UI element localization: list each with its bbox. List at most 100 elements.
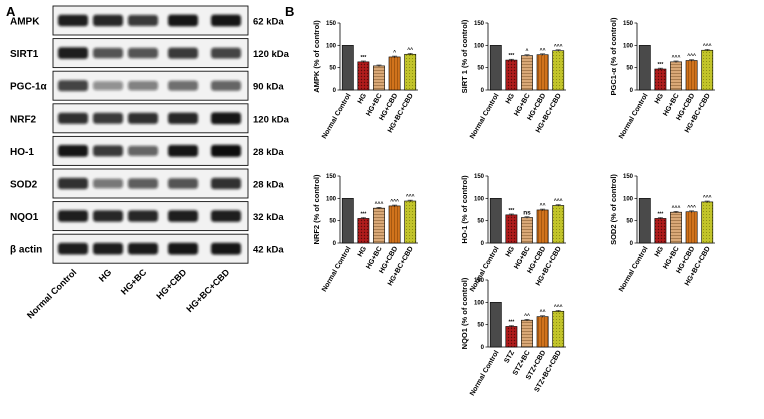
western-blot-panel: AMPK 62 kDa SIRT1 120 kDa PGC-1α 90 kDa NRF2 12…: [10, 5, 290, 264]
blot-band: [58, 112, 88, 124]
chart-nqo1: 0 50 100 150 NQO1 (% of control)Normal Contr…: [460, 277, 566, 397]
blot-sod2: SOD2 28 kDa: [10, 168, 284, 199]
y-tick-label: 150: [474, 21, 485, 27]
y-tick-label: 150: [474, 174, 485, 180]
blot-band: [168, 145, 198, 157]
blot-band: [168, 242, 198, 255]
blot-band: [128, 81, 158, 91]
blot-ho-1: HO-1 28 kDa: [10, 135, 284, 166]
molecular-weight-label: 120 kDa: [253, 49, 290, 60]
blot-label: β actin: [10, 245, 42, 256]
y-tick-label: 50: [477, 66, 484, 72]
blot-band: [168, 178, 198, 189]
bar-hg-bc-cbd: [552, 205, 565, 244]
chart-ho-1: 0 50 100 150 HO-1 (% of control)Normal Contr…: [460, 174, 566, 293]
y-tick-label: 100: [326, 43, 337, 49]
blot-band: [93, 112, 123, 124]
blot-label: SOD2: [10, 180, 38, 191]
y-tick-label: 0: [481, 345, 485, 351]
blot-band: [93, 242, 123, 255]
y-tick-label: 0: [481, 241, 485, 247]
lane-label: HG+BC: [119, 267, 149, 297]
blot-band: [93, 14, 123, 27]
blot-label: SIRT1: [10, 49, 39, 60]
molecular-weight-label: 90 kDa: [253, 82, 284, 93]
bar-normal-control: [638, 45, 651, 91]
bar-stz: [505, 326, 518, 348]
significance-label: ^: [526, 49, 529, 55]
lane-label: Normal Control: [25, 267, 78, 320]
bar-hg: [654, 68, 667, 91]
blot-band: [211, 80, 241, 91]
x-tick-label: Normal Control: [469, 92, 501, 140]
bar-hg-bc-cbd: [404, 200, 417, 244]
x-tick-label: Normal Control: [321, 92, 353, 140]
significance-label: ^^^: [554, 199, 563, 205]
blot-band: [58, 145, 88, 157]
bar-hg-bc: [373, 65, 385, 91]
blot-band: [93, 81, 123, 91]
y-tick-label: 100: [623, 196, 634, 202]
bar-hg-cbd: [685, 60, 698, 91]
significance-label: ***: [508, 320, 514, 326]
blot-band: [128, 178, 158, 189]
significance-label: ^^: [407, 47, 413, 53]
significance-label: ^^^: [672, 55, 681, 61]
blot-label: PGC-1α: [10, 82, 48, 93]
y-axis-label: NRF2 (% of control): [312, 174, 321, 244]
bar-hg-cbd: [685, 211, 698, 244]
blot-label: NQO1: [10, 212, 39, 223]
x-tick-label: HG: [357, 245, 369, 258]
molecular-weight-label: 120 kDa: [253, 114, 290, 125]
significance-label: ***: [360, 55, 366, 61]
significance-label: ***: [508, 53, 514, 59]
x-tick-label: Normal Control: [321, 245, 353, 293]
blot-band: [128, 210, 158, 222]
bar-normal-control: [489, 198, 502, 244]
significance-label: ^^^: [672, 205, 681, 211]
bar-hg: [505, 59, 518, 91]
bar-hg: [357, 61, 370, 91]
y-axis-label: HO-1 (% of control): [460, 175, 469, 244]
y-tick-label: 150: [326, 174, 337, 180]
y-tick-label: 150: [623, 21, 634, 27]
significance-label: ^^^: [687, 205, 696, 211]
y-tick-label: 150: [623, 174, 634, 180]
bar-hg-bc: [521, 217, 533, 244]
bar-hg-cbd: [388, 56, 401, 91]
x-tick-label: HG: [357, 92, 369, 105]
blot-actin: β actin 42 kDa: [10, 233, 284, 264]
bar-hg-bc: [373, 207, 385, 244]
blot-band: [211, 177, 241, 190]
blot-band: [168, 80, 198, 91]
significance-label: ^^^: [406, 194, 415, 200]
blot-band: [58, 47, 88, 59]
significance-label: ^^^: [687, 54, 696, 60]
chart-ampk: 0 50 100 150 AMPK (% of control)Normal Contr…: [312, 20, 418, 140]
significance-label: ^^: [540, 48, 546, 54]
significance-label: ^^^: [554, 304, 563, 310]
bar-hg-cbd: [536, 54, 549, 91]
blot-band: [168, 47, 198, 59]
bar-hg-cbd: [388, 205, 401, 244]
y-tick-label: 0: [630, 88, 634, 94]
significance-label: ^^: [524, 313, 530, 319]
blot-band: [211, 47, 241, 59]
bar-hg: [357, 218, 370, 244]
bar-normal-control: [638, 198, 651, 244]
blot-band: [128, 145, 158, 156]
blot-band: [93, 178, 123, 189]
panel-a-letter: A: [6, 4, 16, 19]
blot-band: [93, 145, 123, 157]
blot-band: [93, 47, 123, 59]
y-tick-label: 0: [333, 88, 337, 94]
y-axis-label: SIRT 1 (% of control): [460, 19, 469, 93]
blot-ampk: AMPK 62 kDa: [10, 5, 284, 36]
x-tick-label: HG: [654, 245, 666, 258]
bar-normal-control: [341, 198, 354, 244]
significance-label: ^^^: [390, 199, 399, 205]
lane-label: HG: [97, 267, 114, 284]
y-tick-label: 50: [477, 323, 484, 329]
chart-pgc1: 0 50 100 150 PGC1-α (% of control)Normal Con…: [609, 17, 715, 140]
